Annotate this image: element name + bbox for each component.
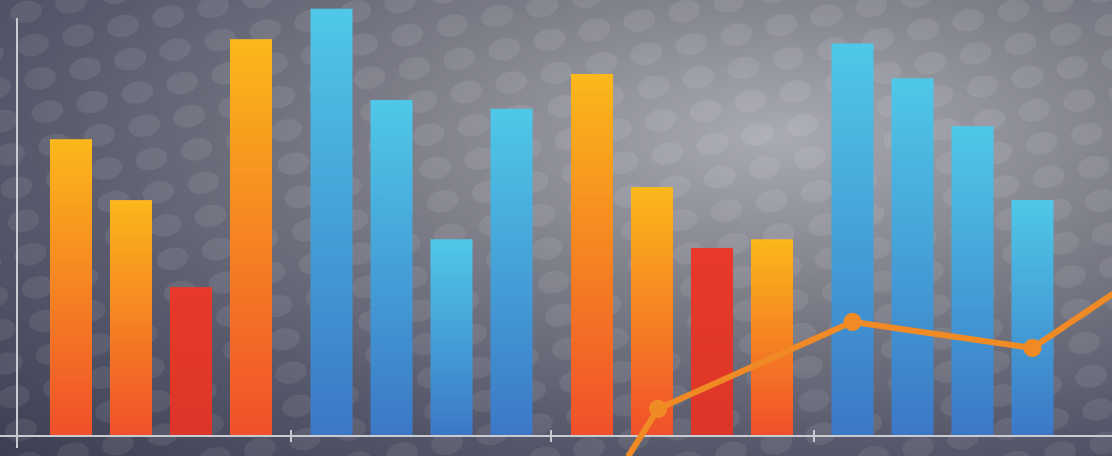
trend-point [1023,339,1042,357]
bar [230,39,272,436]
bar [370,100,413,436]
bar [691,247,733,435]
bar [751,239,793,435]
bar [571,73,613,435]
bar [430,239,473,435]
bar [891,78,934,436]
trend-point [843,312,862,331]
trend-point [649,399,667,418]
bar [50,139,92,435]
bar [951,126,994,436]
bar [831,43,874,435]
bar [631,187,673,435]
bar [170,287,212,435]
bar [110,200,152,435]
bar [490,108,533,435]
bar [310,8,353,435]
bar [1011,200,1054,435]
